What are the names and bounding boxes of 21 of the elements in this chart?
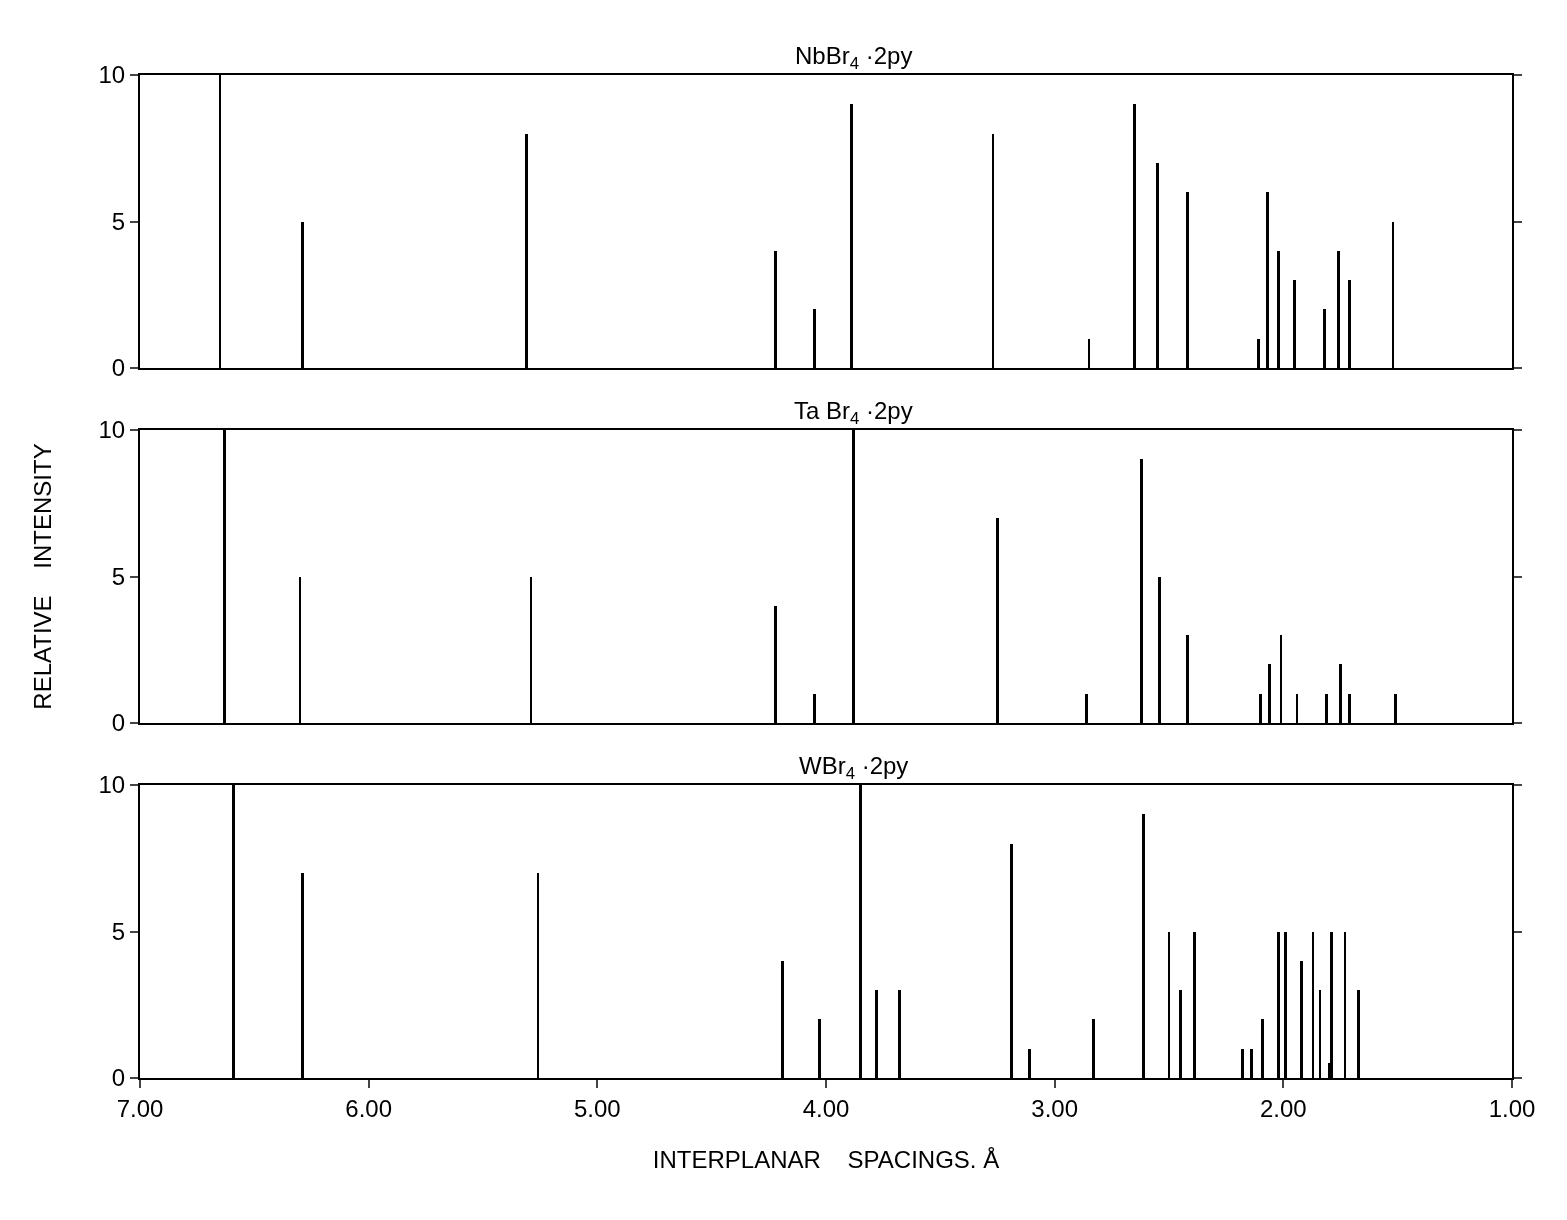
y-tick-label: 5 xyxy=(111,207,126,235)
x-tick-label: 1.00 xyxy=(1488,1094,1536,1122)
y-tick-label: 5 xyxy=(111,562,126,590)
x-tick-label: 7.00 xyxy=(116,1094,164,1122)
y-tick-label: 0 xyxy=(111,1064,126,1092)
y-tick-label: 5 xyxy=(111,917,126,945)
x-axis-title: INTERPLANAR SPACINGS. Å xyxy=(652,1145,1000,1173)
x-tick-label: 5.00 xyxy=(573,1094,621,1122)
x-tick-label: 3.00 xyxy=(1031,1094,1079,1122)
x-tick-label: 4.00 xyxy=(802,1094,850,1122)
x-tick-label: 2.00 xyxy=(1259,1094,1307,1122)
y-tick-label: 10 xyxy=(98,61,126,89)
chart-title: WBr$_{4}$ ·2py xyxy=(799,752,909,784)
y-tick-label: 10 xyxy=(98,416,126,444)
y-tick-label: 10 xyxy=(98,771,126,799)
y-tick-label: 0 xyxy=(111,709,126,737)
x-tick-label: 6.00 xyxy=(345,1094,393,1122)
chart-title: NbBr$_{4}$ ·2py xyxy=(795,42,913,74)
y-tick-label: 0 xyxy=(111,354,126,382)
chart-title: Ta Br$_{4}$ ·2py xyxy=(794,397,913,429)
y-axis-title: RELATIVE INTENSITY xyxy=(29,443,57,710)
